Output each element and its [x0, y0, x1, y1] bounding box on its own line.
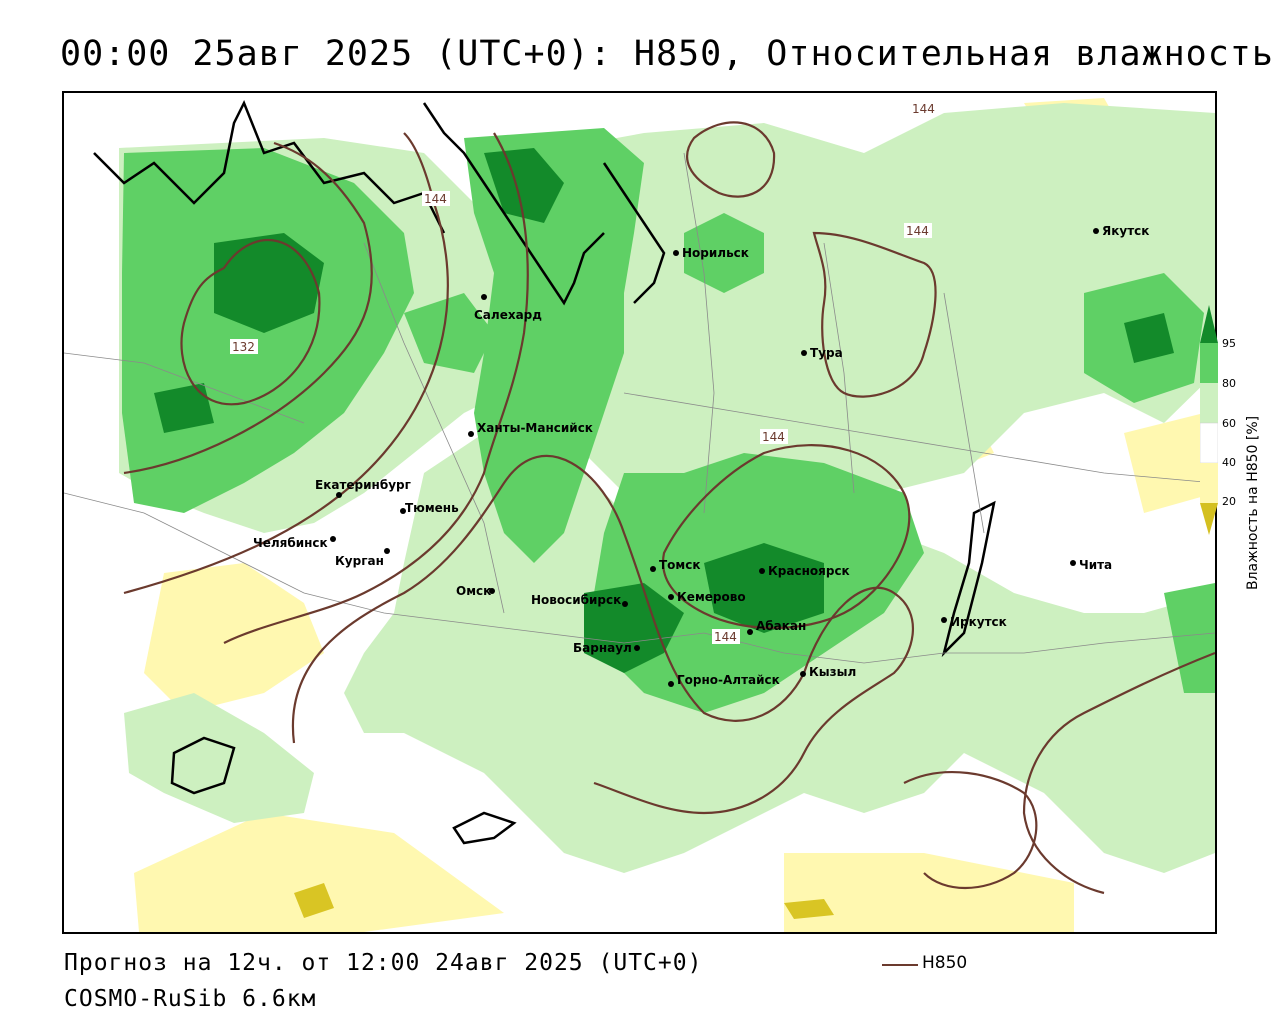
- contour-label: 144: [906, 224, 929, 238]
- contour-label: 144: [762, 430, 785, 444]
- city-label: Горно-Алтайск: [677, 673, 780, 687]
- city-label: Барнаул: [573, 641, 632, 655]
- model-name: COSMO-RuSib 6.6км: [64, 986, 317, 1012]
- colorbar-segment-20-40: [1200, 463, 1218, 503]
- city-label: Норильск: [682, 246, 749, 260]
- city-marker: [330, 536, 336, 542]
- contour-label-bg: [230, 339, 258, 354]
- contour-label: 144: [714, 630, 737, 644]
- map-area: 144 144 132 144 144 144 Норильск Якутск Салехар…: [62, 91, 1217, 934]
- colorbar-tick: 95: [1222, 337, 1236, 350]
- contour-labels: 144 144 132 144 144 144: [230, 101, 938, 644]
- colorbar-graphic: [1199, 305, 1219, 535]
- city-label: Омск: [456, 584, 491, 598]
- city-markers: Норильск Якутск Салехард Тура Ханты-Мансийск…: [253, 224, 1149, 687]
- forecast-info: Прогноз на 12ч. от 12:00 24авг 2025 (UTC…: [64, 950, 703, 976]
- colorbar-tick: 60: [1222, 417, 1236, 430]
- h850-legend-label: H850: [922, 953, 968, 973]
- city-label: Красноярск: [768, 564, 850, 578]
- city-marker: [673, 250, 679, 256]
- map-title: 00:00 25авг 2025 (UTC+0): H850, Относите…: [60, 34, 1274, 74]
- contour-label-bg: [422, 191, 450, 206]
- city-marker: [801, 350, 807, 356]
- city-label: Новосибирск: [531, 593, 621, 607]
- city-marker: [800, 671, 806, 677]
- city-marker: [650, 566, 656, 572]
- contour-label-bg: [904, 223, 932, 238]
- city-label: Екатеринбург: [315, 478, 411, 492]
- city-label: Ханты-Мансийск: [477, 421, 593, 435]
- city-marker: [481, 294, 487, 300]
- h850-legend-line: [882, 964, 918, 966]
- contour-label-bg: [910, 101, 938, 116]
- contour-label: 144: [912, 102, 935, 116]
- humidity-colorbar: [1199, 305, 1219, 535]
- city-marker: [336, 492, 342, 498]
- city-label: Тюмень: [405, 501, 459, 515]
- city-marker: [489, 588, 495, 594]
- city-label: Кызыл: [809, 665, 856, 679]
- city-marker: [468, 431, 474, 437]
- city-marker: [759, 568, 765, 574]
- coastlines: [93, 99, 996, 845]
- colorbar-tick: 20: [1222, 495, 1236, 508]
- city-marker: [622, 601, 628, 607]
- city-marker: [941, 617, 947, 623]
- city-label: Челябинск: [253, 536, 328, 550]
- city-marker: [747, 629, 753, 635]
- city-label: Иркутск: [950, 615, 1007, 629]
- city-marker: [668, 681, 674, 687]
- saturated-zones-over-95: [154, 148, 1174, 673]
- city-marker: [668, 594, 674, 600]
- colorbar-segment-40-60: [1199, 422, 1219, 464]
- city-label: Тура: [810, 346, 843, 360]
- city-marker: [634, 645, 640, 651]
- colorbar-tick: 40: [1222, 456, 1236, 469]
- city-marker: [1070, 560, 1076, 566]
- city-marker: [400, 508, 406, 514]
- city-label: Якутск: [1102, 224, 1149, 238]
- colorbar-segment-gt95: [1200, 305, 1218, 343]
- colorbar-segment-lt20: [1200, 503, 1218, 535]
- city-label: Кемерово: [677, 590, 746, 604]
- colorbar-segment-60-80: [1200, 383, 1218, 423]
- h850-contours: [123, 121, 1215, 895]
- humidity-map: 144 144 132 144 144 144 Норильск Якутск Салехар…: [64, 93, 1215, 932]
- contour-label: 132: [232, 340, 255, 354]
- admin-borders: [64, 152, 1215, 664]
- contour-label: 144: [424, 192, 447, 206]
- city-label: Чита: [1079, 558, 1112, 572]
- city-label: Салехард: [474, 308, 542, 322]
- colorbar-segment-80-95: [1200, 343, 1218, 383]
- contour-label-bg: [760, 429, 788, 444]
- colorbar-tick: 80: [1222, 377, 1236, 390]
- contour-label-bg: [712, 629, 740, 644]
- city-label: Томск: [659, 558, 701, 572]
- colorbar-title: Влажность на H850 [%]: [1245, 415, 1261, 590]
- city-label: Абакан: [756, 619, 806, 633]
- city-label: Курган: [335, 554, 384, 568]
- city-marker: [1093, 228, 1099, 234]
- city-marker: [384, 548, 390, 554]
